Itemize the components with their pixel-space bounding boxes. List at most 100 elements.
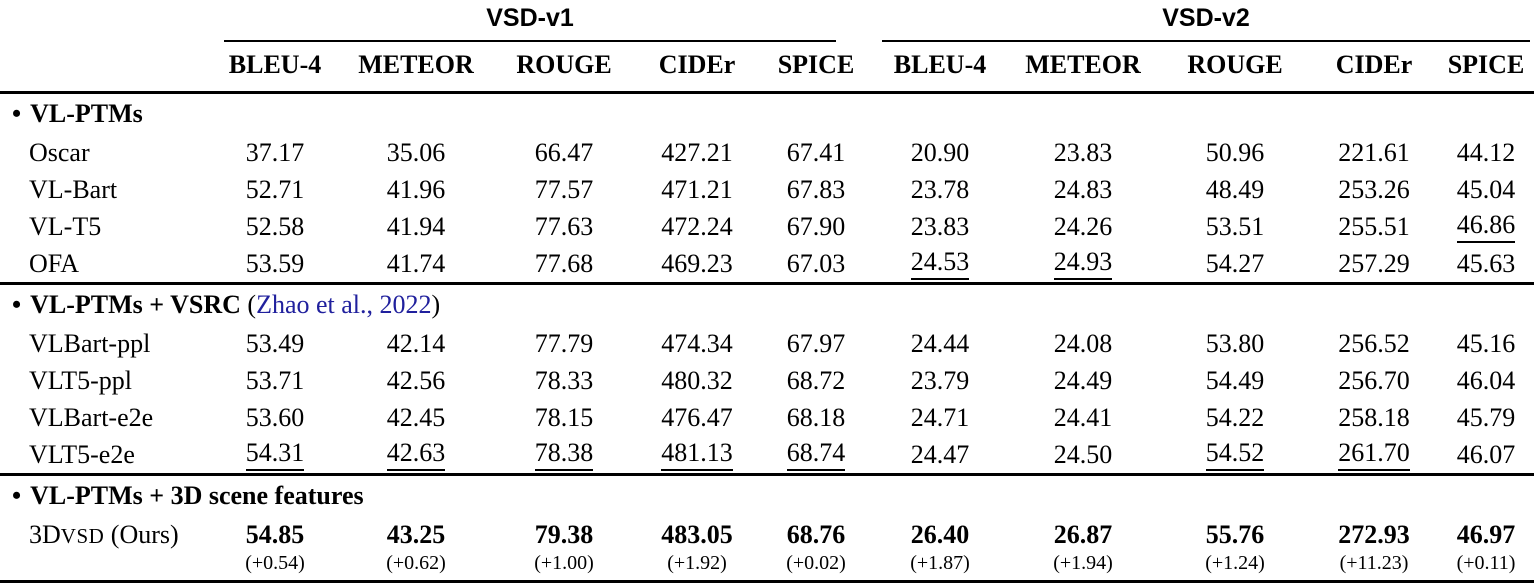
metric-value: 26.87 (+1.94) (1006, 516, 1160, 582)
col-header-spice-v2: SPICE (1447, 50, 1525, 79)
metric-value: 45.04 (1456, 174, 1516, 204)
section-header-row: • VL-PTMs + VSRC (Zhao et al., 2022) (0, 283, 1534, 326)
metric-value: 253.26 (1338, 174, 1410, 204)
section-header: • VL-PTMs + 3D scene features (0, 475, 1534, 517)
metric-value: 46.04 (1456, 365, 1516, 395)
delta-value: (+1.94) (1053, 552, 1113, 574)
metric-value: 45.16 (1456, 328, 1516, 358)
delta-value: (+0.54) (245, 552, 305, 574)
metric-value: 481.13 (636, 436, 758, 475)
row-label: VLT5-ppl (29, 365, 133, 395)
corner-cell (0, 42, 210, 93)
metric-value: 67.97 (786, 328, 846, 358)
metric-value: 24.71 (910, 402, 970, 432)
metric-value: 53.71 (245, 365, 305, 395)
metric-value: 42.14 (386, 328, 446, 358)
metric-value: 54.27 (1205, 248, 1265, 278)
metric-value: 256.52 (1338, 328, 1410, 358)
metric-value: 77.63 (534, 211, 594, 241)
metric-value: 272.93 (+11.23) (1310, 516, 1438, 582)
table-row: VLBart-e2e 53.60 42.45 78.15 476.47 68.18 24.7… (0, 399, 1534, 436)
metric-value: 24.44 (910, 328, 970, 358)
metric-value: 41.94 (386, 211, 446, 241)
metric-value: 52.58 (245, 211, 305, 241)
metric-value: 53.51 (1205, 211, 1265, 241)
metric-value: 43.25 (+0.62) (340, 516, 492, 582)
metric-value: 48.49 (1205, 174, 1265, 204)
col-header-rouge-v1: ROUGE (516, 50, 612, 79)
metric-value: 258.18 (1338, 402, 1410, 432)
row-label: 3DVSD (Ours) (29, 520, 179, 549)
bullet-icon: • (12, 99, 22, 128)
metric-value: 483.05 (+1.92) (636, 516, 758, 582)
metric-value: 54.49 (1205, 365, 1265, 395)
metric-value: 55.76 (+1.24) (1160, 516, 1310, 582)
table-row: Oscar 37.17 35.06 66.47 427.21 67.41 20.90 23.8… (0, 134, 1534, 171)
metric-value: 53.80 (1205, 328, 1265, 358)
delta-value: (+11.23) (1339, 552, 1409, 574)
col-header-bleu4-v1: BLEU-4 (228, 50, 322, 79)
dataset-group-row: VSD-v1 VSD-v2 (0, 0, 1534, 42)
delta-value: (+1.00) (534, 552, 594, 574)
metric-value: 23.83 (910, 211, 970, 241)
metric-value: 67.41 (786, 137, 846, 167)
metric-value: 46.86 (1438, 208, 1534, 245)
group-header-vsd-v1: VSD-v1 (210, 0, 874, 42)
metric-value: 476.47 (661, 402, 733, 432)
table-row: OFA 53.59 41.74 77.68 469.23 67.03 24.53 24.93 5… (0, 245, 1534, 284)
metric-value: 67.83 (786, 174, 846, 204)
metric-value: 20.90 (910, 137, 970, 167)
metric-value: 26.40 (+1.87) (874, 516, 1006, 582)
metric-value: 24.53 (874, 245, 1006, 284)
metric-value: 24.41 (1053, 402, 1113, 432)
metric-value: 46.07 (1456, 439, 1516, 469)
metric-value: 23.79 (910, 365, 970, 395)
metric-value: 256.70 (1338, 365, 1410, 395)
metric-value: 427.21 (661, 137, 733, 167)
metric-value: 68.72 (786, 365, 846, 395)
row-label: Oscar (29, 137, 90, 167)
row-label: OFA (29, 248, 80, 278)
delta-value: (+0.62) (386, 552, 446, 574)
metric-value: 78.38 (492, 436, 636, 475)
delta-value: (+1.87) (910, 552, 970, 574)
col-header-rouge-v2: ROUGE (1187, 50, 1283, 79)
metric-value: 68.18 (786, 402, 846, 432)
metric-value: 221.61 (1338, 137, 1410, 167)
metric-value: 45.63 (1456, 248, 1516, 278)
citation-link[interactable]: Zhao et al., 2022 (256, 290, 432, 319)
col-header-meteor-v1: METEOR (358, 50, 474, 79)
metric-value: 42.63 (340, 436, 492, 475)
vsd-v1-label: VSD-v1 (486, 4, 574, 32)
metric-value: 67.90 (786, 211, 846, 241)
metric-value: 44.12 (1456, 137, 1516, 167)
metric-value: 23.83 (1053, 137, 1113, 167)
delta-value: (+0.11) (1456, 552, 1516, 574)
metric-value: 37.17 (245, 137, 305, 167)
metric-value: 42.45 (386, 402, 446, 432)
metric-value: 469.23 (661, 248, 733, 278)
section-header-row: • VL-PTMs (0, 93, 1534, 135)
delta-value: (+1.24) (1205, 552, 1265, 574)
metric-value: 68.74 (758, 436, 874, 475)
delta-value: (+1.92) (667, 552, 727, 574)
col-header-bleu4-v2: BLEU-4 (893, 50, 987, 79)
metric-value: 471.21 (661, 174, 733, 204)
vsd-v2-label: VSD-v2 (1162, 4, 1250, 32)
metric-value: 54.22 (1205, 402, 1265, 432)
metric-value: 41.74 (386, 248, 446, 278)
col-header-cider-v1: CIDEr (658, 50, 736, 79)
row-label: VLBart-ppl (29, 328, 151, 358)
metric-value: 24.49 (1053, 365, 1113, 395)
metric-value: 41.96 (386, 174, 446, 204)
row-label: VL-Bart (29, 174, 118, 204)
delta-value: (+0.02) (786, 552, 846, 574)
metric-value: 66.47 (534, 137, 594, 167)
metric-value: 77.57 (534, 174, 594, 204)
metric-value: 24.08 (1053, 328, 1113, 358)
metric-value: 24.93 (1006, 245, 1160, 284)
table-row: VLBart-ppl 53.49 42.14 77.79 474.34 67.97 24.4… (0, 325, 1534, 362)
metric-value: 53.60 (245, 402, 305, 432)
metric-value: 67.03 (786, 248, 846, 278)
metric-value: 78.33 (534, 365, 594, 395)
